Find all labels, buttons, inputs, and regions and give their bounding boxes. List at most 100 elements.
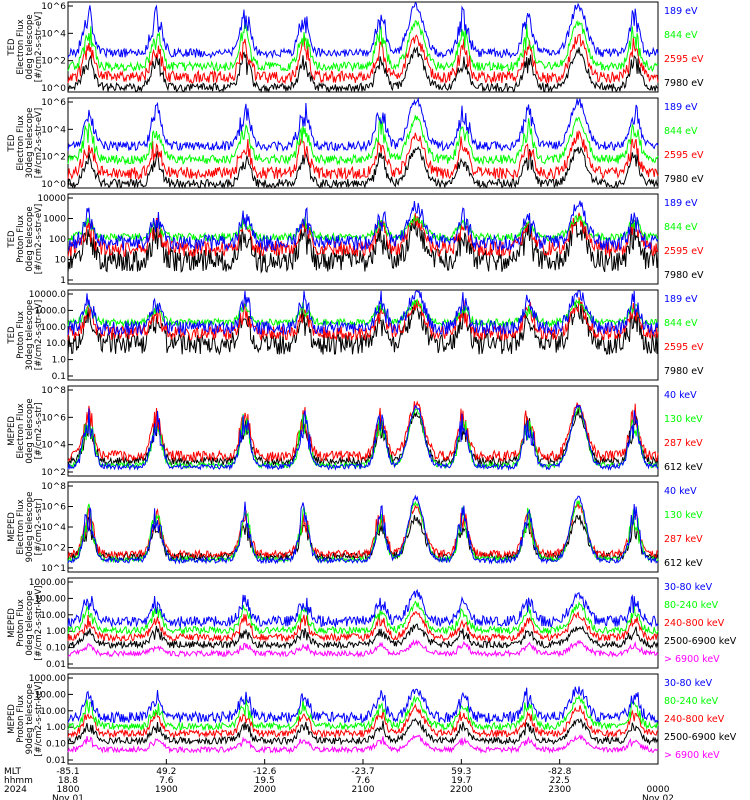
legend-entry: 80-240 keV bbox=[664, 600, 719, 611]
series-line bbox=[67, 694, 659, 732]
legend-entry: 189 eV bbox=[664, 198, 698, 209]
y-axis-label: 0deg telescope bbox=[25, 398, 35, 463]
x-tick-label: 1800 bbox=[57, 785, 80, 795]
y-tick-label: 1000 bbox=[43, 215, 66, 225]
y-axis-label: Proton Flux bbox=[16, 215, 26, 263]
y-axis-label: [#/cm2-s-str-eV] bbox=[34, 300, 44, 370]
y-tick-label: 10^4 bbox=[41, 441, 66, 451]
x-tick-label: 22.5 bbox=[550, 776, 570, 786]
y-axis-label: MEPED bbox=[7, 512, 17, 542]
legend-entry: 844 eV bbox=[664, 30, 698, 41]
legend-entry: > 6900 keV bbox=[664, 654, 720, 665]
legend-entry: 2500-6900 keV bbox=[664, 636, 737, 647]
y-tick-label: 10.0 bbox=[46, 339, 66, 349]
y-tick-label: 10000.0 bbox=[29, 290, 66, 300]
series-line bbox=[67, 623, 659, 650]
y-axis-label: TED bbox=[7, 230, 17, 249]
y-tick-label: 1 bbox=[60, 276, 66, 286]
y-tick-label: 100.00 bbox=[35, 594, 67, 604]
y-tick-label: 1000.00 bbox=[29, 674, 66, 684]
x-tick-label: 19.5 bbox=[255, 776, 275, 786]
series-line bbox=[67, 404, 659, 472]
y-axis-label: 30deg telescope bbox=[25, 300, 35, 371]
y-axis-label: [#/cm2-s-str-keV] bbox=[34, 682, 44, 757]
y-tick-label: 10^0 bbox=[41, 84, 66, 94]
x-tick-label: Nov 01 bbox=[52, 794, 84, 800]
series-line bbox=[67, 115, 659, 166]
y-axis-label: 0deg telescope bbox=[25, 590, 35, 655]
series-line bbox=[67, 717, 659, 746]
panel-4: 10^8 10^6 10^4 10^2 MEPED Electron Flux 0deg t… bbox=[7, 385, 703, 478]
legend-entry: 80-240 keV bbox=[664, 696, 719, 707]
x-tick-label: 49.2 bbox=[156, 767, 176, 777]
panel-2: 10000 1000 100 10 1 TED Proton Flux 0deg telesc… bbox=[7, 193, 704, 286]
y-axis-label: TED bbox=[7, 326, 17, 345]
x-tick-label: 1900 bbox=[155, 785, 178, 795]
series-line bbox=[67, 289, 659, 336]
y-tick-label: 10 bbox=[55, 256, 67, 266]
y-tick-label: 10^6 bbox=[41, 2, 66, 12]
panel-3: 10000.0 1000.0 100.0 10.0 1.0 0.1 TED Proton Fl… bbox=[7, 289, 704, 382]
legend-entry: 7980 eV bbox=[664, 78, 704, 89]
series-line bbox=[67, 129, 659, 180]
legend-entry: 2595 eV bbox=[664, 150, 704, 161]
y-axis-label: Proton Flux bbox=[16, 599, 26, 647]
legend-entry: 130 keV bbox=[664, 414, 703, 425]
series-line bbox=[67, 146, 659, 190]
legend-entry: 2500-6900 keV bbox=[664, 732, 737, 743]
legend-entry: 612 keV bbox=[664, 462, 703, 473]
panel-5: 10^8 10^6 10^4 10^2 10^1 MEPED Electron Flux 90… bbox=[7, 481, 703, 574]
legend-entry: 240-800 keV bbox=[664, 714, 725, 725]
y-axis-label: [#/cm2-s-str-keV] bbox=[34, 586, 44, 661]
legend-entry: 7980 eV bbox=[664, 366, 704, 377]
y-axis-label: 90deg telescope bbox=[25, 492, 35, 563]
series-line bbox=[67, 19, 659, 73]
y-axis-label: MEPED bbox=[7, 416, 17, 446]
y-tick-label: 100.0 bbox=[40, 323, 66, 333]
legend-entry: 612 keV bbox=[664, 558, 703, 569]
y-axis-label: 30deg telescope bbox=[25, 108, 35, 179]
x-tick-label: 0000 bbox=[647, 785, 670, 795]
legend-entry: > 6900 keV bbox=[664, 750, 720, 761]
legend-entry: 130 keV bbox=[664, 510, 703, 521]
y-tick-label: 10^2 bbox=[41, 153, 66, 163]
y-axis-label: MEPED bbox=[7, 608, 17, 638]
x-tick-label: 19.7 bbox=[451, 776, 471, 786]
y-tick-label: 0.10 bbox=[46, 644, 66, 654]
legend-entry: 287 keV bbox=[664, 438, 703, 449]
y-axis-label: 90deg telescope bbox=[25, 684, 35, 755]
series-line bbox=[67, 638, 659, 658]
legend-entry: 2595 eV bbox=[664, 342, 704, 353]
series-line bbox=[67, 494, 659, 565]
legend-entry: 30-80 keV bbox=[664, 582, 713, 593]
panel-0: 10^6 10^4 10^2 10^0 TED Electron Flux 0deg tel… bbox=[7, 1, 704, 94]
series-line bbox=[67, 298, 659, 328]
series-line bbox=[67, 734, 659, 755]
x-tick-label: 7.6 bbox=[159, 776, 174, 786]
y-axis-label: Proton Flux bbox=[16, 695, 26, 743]
series-line bbox=[67, 200, 659, 253]
x-tick-label: 2300 bbox=[548, 785, 571, 795]
y-tick-label: 0.10 bbox=[46, 740, 66, 750]
y-tick-label: 10^1 bbox=[41, 564, 66, 574]
y-axis-label: Electron Flux bbox=[16, 19, 26, 74]
y-tick-label: 1.0 bbox=[52, 356, 67, 366]
y-tick-label: 10^8 bbox=[41, 386, 66, 396]
y-axis-label: [#/cm2-s-str-eV] bbox=[34, 204, 44, 274]
y-tick-label: 1000.0 bbox=[35, 306, 67, 316]
series-line bbox=[67, 45, 659, 94]
y-tick-label: 10^4 bbox=[41, 523, 66, 533]
panel-frame bbox=[67, 1, 659, 93]
y-tick-label: 10000 bbox=[37, 194, 66, 204]
x-row-label: hhmm bbox=[4, 776, 33, 786]
legend-entry: 7980 eV bbox=[664, 174, 704, 185]
x-tick-label: -82.8 bbox=[548, 767, 572, 777]
y-axis-label: TED bbox=[7, 134, 17, 153]
chart-panels: 10^6 10^4 10^2 10^0 TED Electron Flux 0deg tel… bbox=[7, 1, 737, 766]
y-tick-label: 1000.00 bbox=[29, 578, 66, 588]
legend-entry: 2595 eV bbox=[664, 246, 704, 257]
y-axis-label: [#/cm2-s-str] bbox=[34, 499, 44, 556]
series-line bbox=[67, 502, 658, 560]
series-line bbox=[67, 96, 659, 153]
